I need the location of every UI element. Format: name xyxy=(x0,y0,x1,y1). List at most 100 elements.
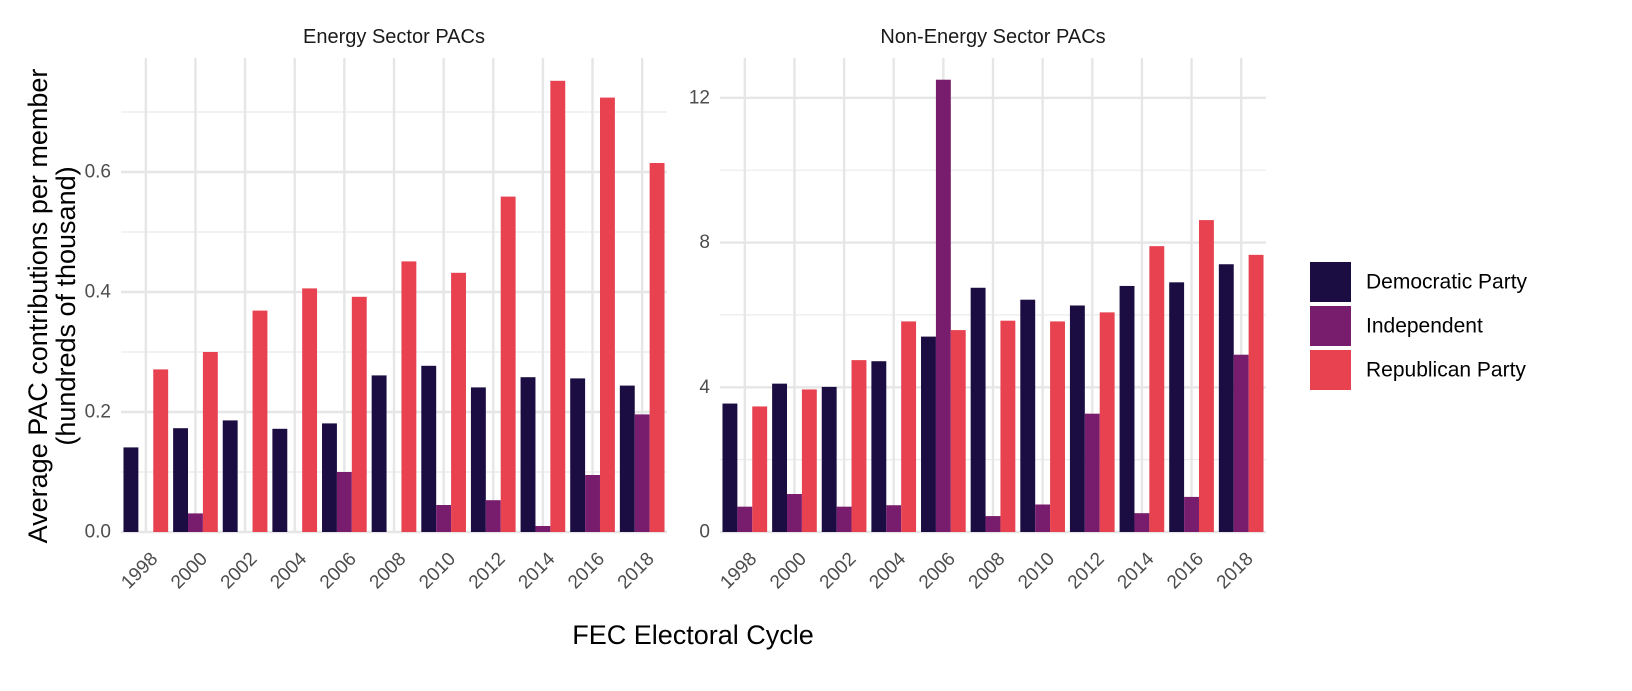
x-tick-label-0-2006: 2006 xyxy=(316,549,361,594)
bar-0-democratic-party-2016 xyxy=(570,378,586,532)
y-tick-label-1-0: 0 xyxy=(699,522,710,543)
bar-0-republican-party-2008 xyxy=(401,261,417,532)
bar-1-republican-party-2014 xyxy=(1149,246,1165,533)
x-tick-label-1-2012: 2012 xyxy=(1064,549,1109,594)
y-axis-title-line-1: (hundreds of thousand) xyxy=(51,166,81,445)
bar-0-republican-party-2012 xyxy=(500,196,516,532)
bar-0-democratic-party-2006 xyxy=(322,423,337,532)
bar-0-independent-2014 xyxy=(535,526,551,532)
bar-0-republican-party-2016 xyxy=(599,97,615,532)
bar-0-republican-party-2004 xyxy=(302,288,318,532)
bar-1-democratic-party-2002 xyxy=(821,386,837,532)
bar-1-democratic-party-2012 xyxy=(1069,305,1085,532)
x-axis-title: FEC Electoral Cycle xyxy=(572,620,814,650)
x-tick-label-0-2002: 2002 xyxy=(217,549,262,594)
bar-1-republican-party-2018 xyxy=(1248,254,1264,532)
bar-1-independent-2006 xyxy=(935,79,951,532)
x-tick-label-0-2004: 2004 xyxy=(266,548,311,593)
bar-0-republican-party-2018 xyxy=(649,163,665,532)
bar-0-democratic-party-2018 xyxy=(619,385,635,532)
y-axis-title-line-0: Average PAC contributions per member xyxy=(23,69,53,544)
bar-1-democratic-party-2008 xyxy=(970,287,986,532)
bar-1-independent-2010 xyxy=(1035,504,1051,532)
bar-1-independent-1998 xyxy=(737,506,753,532)
bar-0-democratic-party-1998 xyxy=(123,447,139,532)
bar-1-democratic-party-2010 xyxy=(1020,299,1036,532)
bar-0-republican-party-2000 xyxy=(202,352,218,532)
panel-title-1: Non-Energy Sector PACs xyxy=(880,26,1105,48)
bar-1-independent-2018 xyxy=(1233,354,1249,532)
bar-1-independent-2002 xyxy=(836,506,852,532)
bar-1-democratic-party-2004 xyxy=(871,361,887,532)
bar-1-independent-2008 xyxy=(985,516,1001,532)
x-tick-label-1-2016: 2016 xyxy=(1163,549,1208,594)
bar-1-republican-party-1998 xyxy=(752,406,768,532)
bar-1-republican-party-2000 xyxy=(801,389,817,532)
bar-0-democratic-party-2002 xyxy=(222,420,238,532)
x-tick-label-1-2018: 2018 xyxy=(1213,549,1258,594)
bar-1-independent-2004 xyxy=(886,505,902,532)
y-tick-label-0-0: 0.0 xyxy=(85,522,111,543)
bar-1-democratic-party-2018 xyxy=(1218,264,1234,532)
bar-1-republican-party-2016 xyxy=(1198,220,1214,532)
bar-0-democratic-party-2000 xyxy=(173,428,189,532)
bar-0-democratic-party-2014 xyxy=(520,377,536,532)
y-tick-label-0-3: 0.6 xyxy=(85,162,111,183)
bar-0-republican-party-2002 xyxy=(252,310,268,532)
bar-0-independent-2006 xyxy=(336,472,352,532)
bar-0-independent-2016 xyxy=(585,475,600,532)
x-tick-label-0-1998: 1998 xyxy=(117,549,162,594)
legend-label-republican-party: Republican Party xyxy=(1366,359,1526,382)
bar-1-republican-party-2004 xyxy=(901,321,917,532)
bar-0-republican-party-2010 xyxy=(451,272,466,532)
x-tick-label-1-2004: 2004 xyxy=(865,548,910,593)
legend-key-democratic-party xyxy=(1310,262,1351,302)
bar-0-republican-party-2014 xyxy=(550,80,566,533)
x-tick-label-0-2018: 2018 xyxy=(614,549,659,594)
x-tick-label-0-2016: 2016 xyxy=(564,549,609,594)
x-tick-label-1-2006: 2006 xyxy=(915,549,960,594)
legend-key-independent xyxy=(1310,306,1351,346)
y-tick-label-1-2: 8 xyxy=(699,232,710,253)
bar-0-democratic-party-2004 xyxy=(272,428,288,532)
x-tick-label-1-2010: 2010 xyxy=(1014,549,1059,594)
legend-label-independent: Independent xyxy=(1366,315,1483,338)
bar-1-republican-party-2012 xyxy=(1099,312,1115,532)
bar-1-republican-party-2006 xyxy=(950,330,966,532)
bar-1-independent-2000 xyxy=(787,494,802,532)
x-tick-label-1-2002: 2002 xyxy=(816,549,861,594)
x-tick-label-1-2008: 2008 xyxy=(965,549,1010,594)
bar-1-republican-party-2008 xyxy=(1000,320,1016,532)
bar-0-democratic-party-2010 xyxy=(421,365,437,532)
bar-1-republican-party-2010 xyxy=(1050,321,1065,532)
bar-1-independent-2012 xyxy=(1084,413,1100,532)
legend-key-republican-party xyxy=(1310,350,1351,390)
bar-1-democratic-party-2006 xyxy=(921,336,936,532)
y-tick-label-0-2: 0.4 xyxy=(85,282,112,303)
x-tick-label-0-2008: 2008 xyxy=(366,549,411,594)
bar-1-democratic-party-2000 xyxy=(772,383,788,532)
bar-0-democratic-party-2012 xyxy=(470,387,486,532)
y-tick-label-1-3: 12 xyxy=(689,87,710,108)
bar-0-independent-2018 xyxy=(634,414,650,532)
bar-0-independent-2010 xyxy=(436,505,452,532)
panel-title-0: Energy Sector PACs xyxy=(303,26,485,48)
bar-1-democratic-party-2016 xyxy=(1169,282,1185,532)
bar-1-republican-party-2002 xyxy=(851,360,867,532)
legend-label-democratic-party: Democratic Party xyxy=(1366,271,1528,294)
bar-0-republican-party-2006 xyxy=(351,296,367,532)
bar-0-democratic-party-2008 xyxy=(371,375,387,532)
bar-1-democratic-party-2014 xyxy=(1119,285,1135,532)
x-tick-label-0-2012: 2012 xyxy=(465,549,510,594)
x-tick-label-0-2000: 2000 xyxy=(167,549,212,594)
x-tick-label-1-1998: 1998 xyxy=(716,549,761,594)
bar-0-republican-party-1998 xyxy=(153,369,169,532)
x-tick-label-1-2014: 2014 xyxy=(1114,548,1159,593)
x-tick-label-0-2014: 2014 xyxy=(515,548,560,593)
x-tick-label-1-2000: 2000 xyxy=(766,549,811,594)
y-tick-label-0-1: 0.2 xyxy=(85,402,111,423)
bar-0-independent-2000 xyxy=(188,513,203,532)
x-tick-label-0-2010: 2010 xyxy=(415,549,460,594)
bar-1-democratic-party-1998 xyxy=(722,403,738,532)
